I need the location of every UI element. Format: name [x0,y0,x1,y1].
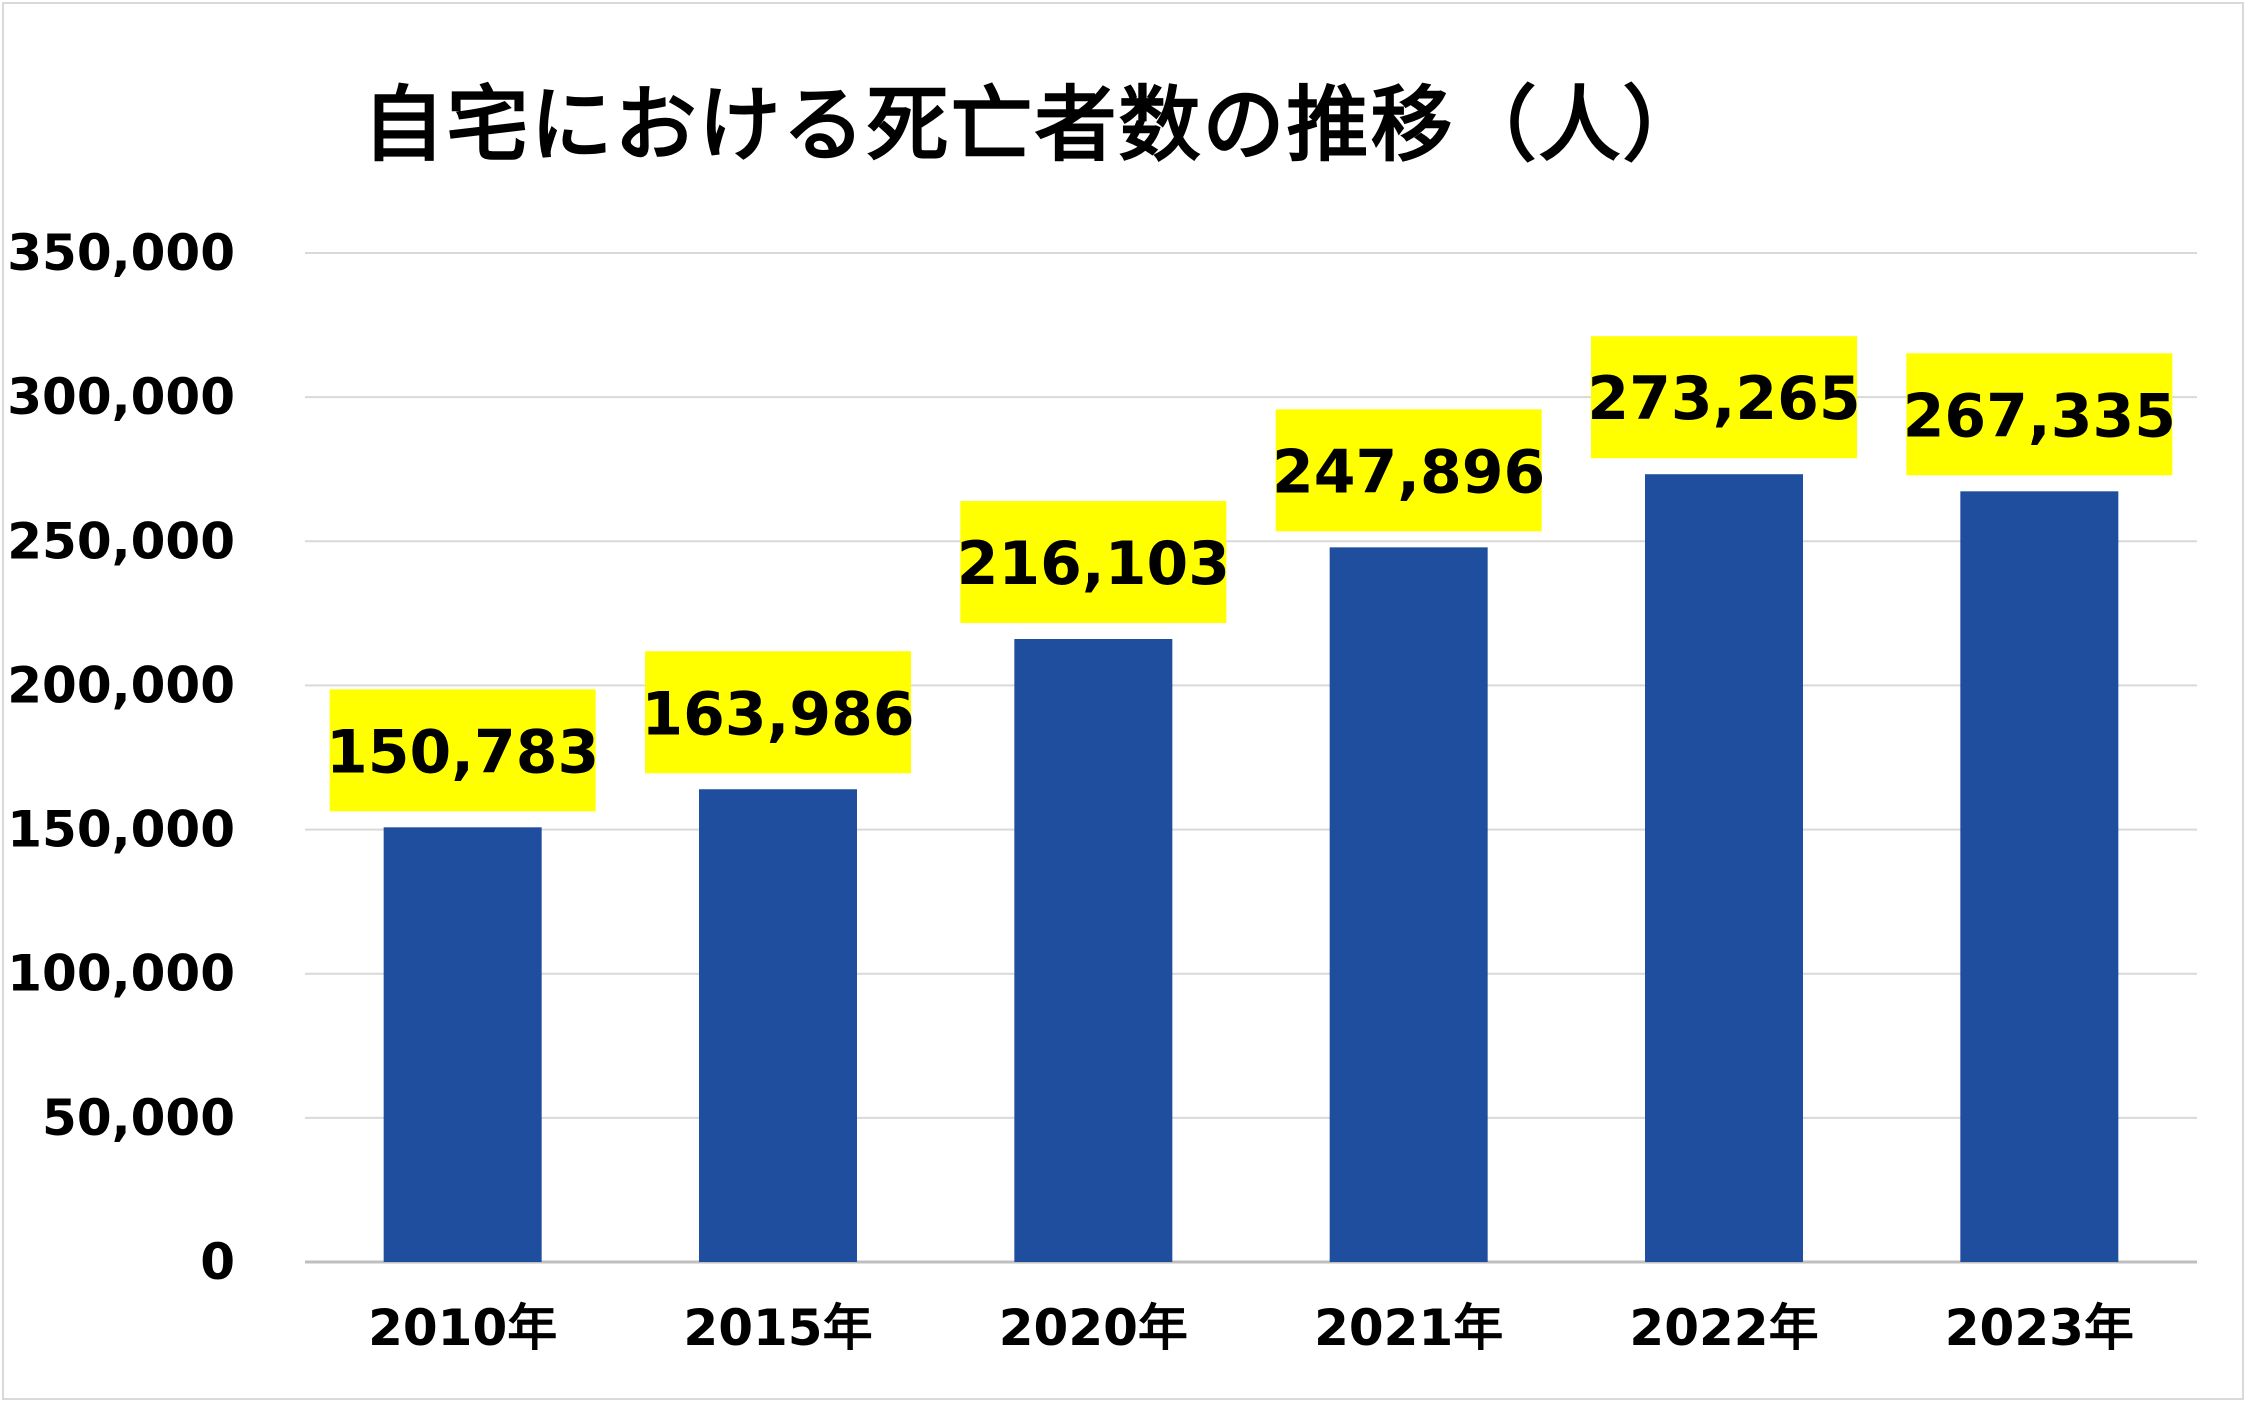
y-tick-label: 300,000 [7,368,235,426]
y-tick-label: 0 [200,1233,235,1291]
bars [383,474,2119,1262]
data-label-background [960,501,1227,624]
bar [1960,491,2119,1262]
data-label-background [1906,353,2173,476]
bar [1329,547,1488,1262]
gridlines [305,252,2197,1264]
y-axis-ticks: 0 50,000 100,000 150,000 200,000 250,000 300,0… [7,224,235,1291]
data-label-background [329,689,596,812]
x-tick-label: 2023年 [1945,1299,2134,1357]
bar [1014,639,1173,1262]
data-label: 163,986 [641,679,914,749]
chart-title: 自宅における死亡者数の推移（人） [362,78,1707,173]
data-label: 150,783 [326,717,599,787]
data-label: 267,335 [1903,381,2176,451]
y-tick-label: 100,000 [7,945,235,1003]
y-tick-label: 50,000 [42,1089,235,1147]
bar [383,827,542,1262]
x-tick-label: 2010年 [368,1299,557,1357]
y-tick-label: 200,000 [7,656,235,714]
x-tick-label: 2020年 [999,1299,1188,1357]
x-tick-label: 2022年 [1629,1299,1818,1357]
data-label-background [645,651,911,774]
y-tick-label: 250,000 [7,512,235,570]
bar [1645,474,1803,1262]
bar [699,789,857,1262]
data-label: 247,896 [1272,437,1545,507]
data-label-background [1591,336,1857,459]
x-tick-label: 2021年 [1314,1299,1503,1357]
y-tick-label: 350,000 [7,224,235,282]
x-tick-label: 2015年 [683,1299,872,1357]
data-label-background [1275,409,1542,532]
data-label: 273,265 [1587,364,1860,434]
data-label: 216,103 [957,529,1230,599]
data-labels: 150,783 163,986 216,103 247,896 273,265 267,3… [326,336,2176,812]
y-tick-label: 150,000 [7,801,235,859]
x-axis-ticks: 2010年 2015年 2020年 2021年 2022年 2023年 [368,1299,2134,1357]
